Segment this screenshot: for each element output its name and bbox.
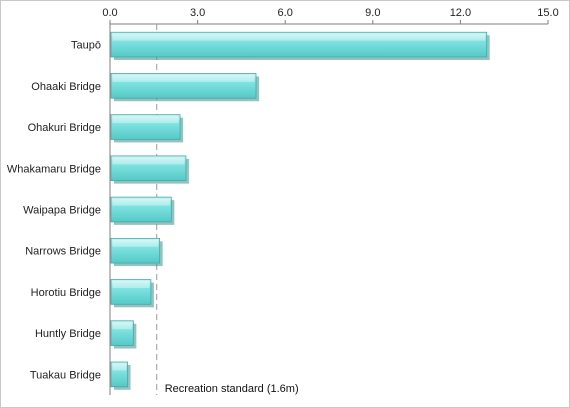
bar-layer: [110, 31, 490, 390]
bar: [110, 196, 175, 225]
category-label: Taupō: [71, 40, 101, 52]
category-label: Waipapa Bridge: [23, 205, 101, 217]
x-tick-label: 15.0: [537, 7, 558, 19]
x-tick-label: 9.0: [365, 7, 380, 19]
label-layer: 0.0 3.0 6.0 9.0 12.0 15.0 Taupō Ohaaki Bridge Oh…: [7, 7, 559, 381]
x-tick-label: 3.0: [190, 7, 205, 19]
bar-highlight: [112, 322, 132, 330]
bar-highlight: [112, 239, 159, 247]
bar: [110, 114, 184, 143]
bar: [110, 155, 189, 184]
x-tick-label: 6.0: [278, 7, 293, 19]
category-label: Horotiu Bridge: [31, 287, 101, 299]
bar: [110, 361, 131, 390]
bar-body: [110, 320, 134, 346]
category-label: Ohakuri Bridge: [28, 122, 101, 134]
bar-highlight: [112, 74, 255, 82]
bar-body: [110, 155, 187, 182]
bar-highlight: [112, 281, 150, 289]
bar-highlight: [112, 363, 127, 371]
bar: [110, 73, 259, 102]
bar: [110, 237, 163, 267]
bar: [110, 279, 154, 308]
bar-highlight: [112, 116, 179, 124]
bar-body: [110, 31, 488, 58]
x-tick-label: 12.0: [450, 7, 471, 19]
category-label: Whakamaru Bridge: [7, 163, 101, 175]
bar-highlight: [112, 198, 170, 206]
bar-body: [110, 361, 128, 388]
x-tick-label: 0.0: [102, 7, 117, 19]
bar: [110, 31, 490, 60]
bar-body: [110, 114, 181, 140]
reference-line-label: Recreation standard (1.6m): [165, 383, 299, 395]
bar-highlight: [112, 157, 185, 165]
bar-highlight: [112, 33, 486, 41]
category-label: Ohaaki Bridge: [31, 81, 101, 93]
category-label: Tuakau Bridge: [30, 369, 101, 381]
bar-body: [110, 279, 152, 305]
bar: [110, 320, 137, 349]
bar-body: [110, 196, 172, 223]
category-label: Narrows Bridge: [25, 246, 101, 258]
category-label: Huntly Bridge: [35, 328, 101, 340]
bar-body: [110, 237, 161, 264]
bar-body: [110, 73, 257, 99]
